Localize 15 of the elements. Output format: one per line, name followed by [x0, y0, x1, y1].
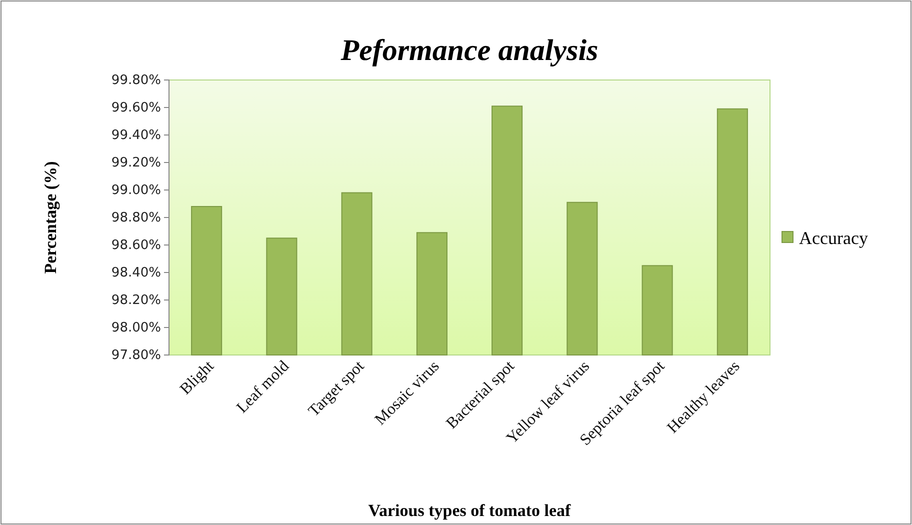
- legend-label: Accuracy: [799, 228, 868, 248]
- y-tick-label: 99.60%: [111, 100, 161, 116]
- y-tick-label: 98.20%: [111, 293, 161, 308]
- y-tick-label: 98.60%: [111, 238, 161, 254]
- y-tick-label: 97.80%: [111, 348, 161, 364]
- y-tick-label: 98.80%: [111, 210, 161, 226]
- y-tick-label: 98.00%: [111, 320, 161, 336]
- y-tick-label: 98.40%: [111, 266, 161, 281]
- y-axis-title: Percentage (%): [41, 161, 60, 274]
- y-tick-label: 99.00%: [111, 183, 161, 198]
- x-axis-title: Various types of tomato leaf: [368, 501, 572, 520]
- y-tick-label: 99.80%: [111, 73, 161, 88]
- y-tick-label: 99.20%: [111, 156, 161, 171]
- y-tick-label: 99.40%: [111, 128, 161, 144]
- chart-title: Peformance analysis: [340, 34, 598, 67]
